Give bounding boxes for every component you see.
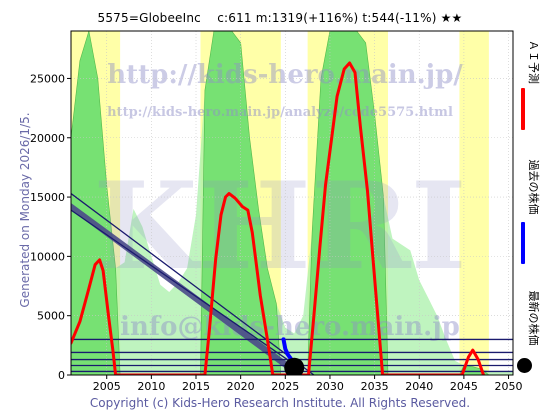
- x-tick-label-2020: 2020: [227, 380, 255, 393]
- x-tick-label-2045: 2045: [450, 380, 478, 393]
- axes: 2005 2010 2015 2020 2025 2030 2035 2040 2045 2050…: [30, 30, 523, 393]
- watermark-email: info@kids-hero.main.jp: [120, 312, 460, 342]
- y-tick-label-20000: 20000: [30, 132, 65, 145]
- trend-band: [71, 203, 297, 375]
- green-core-2: [307, 31, 389, 375]
- yellow-region-3: [459, 31, 489, 375]
- x-tick-label-2025: 2025: [271, 380, 299, 393]
- legend-label-past: 過去の株価: [527, 159, 540, 215]
- x-tick-label-2005: 2005: [93, 380, 121, 393]
- trend-lines: [71, 192, 513, 375]
- y-tick-label-25000: 25000: [30, 72, 65, 85]
- plot-frame: [70, 30, 514, 376]
- generated-date-label: Generated on Monday 2026/1/5.: [18, 112, 32, 308]
- x-tick-label-2015: 2015: [182, 380, 210, 393]
- trend-line-1: [71, 209, 295, 365]
- y-tick-label-10000: 10000: [30, 250, 65, 263]
- watermark-big: KHRI: [93, 156, 467, 297]
- chart-title: 5575=GlobeeInc c:611 m:1319(+116%) t:544…: [97, 11, 463, 25]
- legend-swatch-ai: [521, 88, 525, 130]
- watermark-url-page: http://kids-hero.main.jp/analyze/code557…: [107, 105, 453, 120]
- latest-price-dot: [284, 357, 305, 375]
- copyright-footer: Copyright (c) Kids-Hero Research Institu…: [89, 396, 471, 410]
- x-tick-label-2010: 2010: [137, 380, 165, 393]
- legend-label-latest: 最新の株価: [527, 290, 540, 346]
- watermarks: http://kids-hero.main.jp/http://kids-her…: [93, 60, 467, 342]
- y-tick-label-15000: 15000: [30, 191, 65, 204]
- x-tick-label-2050: 2050: [495, 380, 523, 393]
- y-tick-label-0: 0: [58, 369, 65, 382]
- x-tick-label-2040: 2040: [405, 380, 433, 393]
- trend-line-0: [71, 192, 315, 375]
- series-lines: [71, 61, 485, 375]
- x-tick-label-2035: 2035: [361, 380, 389, 393]
- y-tick-label-5000: 5000: [37, 310, 65, 323]
- legend-label-ai: ＡＩ予測: [527, 40, 540, 84]
- x-tick-label-2030: 2030: [316, 380, 344, 393]
- legend-dot-latest: [517, 358, 532, 373]
- series-line-0: [71, 61, 485, 375]
- legend-swatch-past: [521, 222, 525, 264]
